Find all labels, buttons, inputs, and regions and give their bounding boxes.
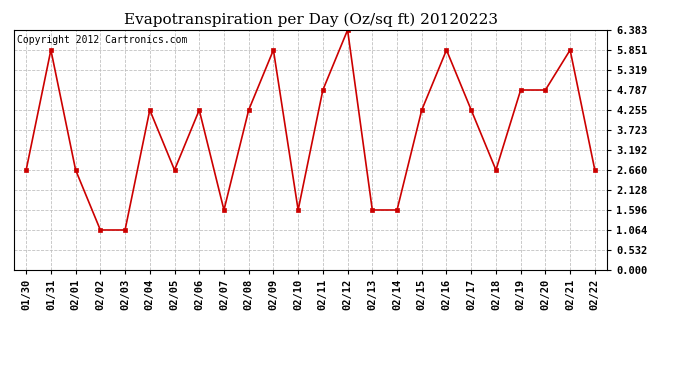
Text: Copyright 2012 Cartronics.com: Copyright 2012 Cartronics.com [17,35,187,45]
Title: Evapotranspiration per Day (Oz/sq ft) 20120223: Evapotranspiration per Day (Oz/sq ft) 20… [124,13,497,27]
